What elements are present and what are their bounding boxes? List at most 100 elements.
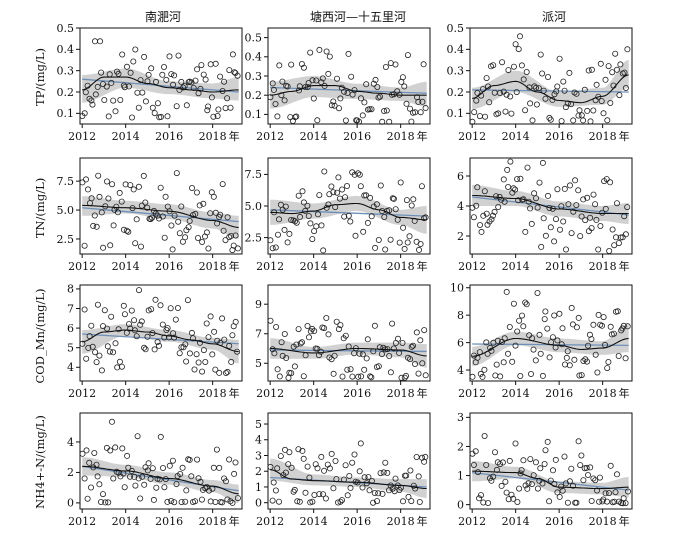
data-point	[533, 195, 540, 202]
data-point	[215, 106, 222, 113]
data-point	[566, 478, 573, 485]
data-point	[330, 485, 337, 492]
data-point	[347, 484, 354, 491]
x-tick-label: 2018	[387, 515, 415, 528]
data-point	[578, 213, 585, 220]
data-point	[470, 214, 477, 221]
data-point	[399, 339, 406, 346]
data-point	[560, 218, 567, 225]
data-point	[542, 232, 549, 239]
data-point	[403, 197, 410, 204]
data-point	[92, 38, 99, 45]
x-tick-label: 2016	[155, 130, 183, 143]
data-point	[515, 46, 522, 53]
data-point	[390, 195, 397, 202]
data-point	[367, 194, 374, 201]
x-tick-label: 2016	[343, 130, 371, 143]
data-point	[94, 301, 101, 308]
trend-line	[472, 470, 629, 490]
data-point	[610, 330, 617, 337]
data-point	[298, 61, 305, 68]
data-point	[98, 498, 105, 505]
data-point	[94, 473, 101, 480]
data-point	[523, 301, 530, 308]
data-point	[110, 475, 117, 482]
data-point	[157, 113, 164, 120]
column-title-nanfei: 南淝河	[145, 9, 181, 24]
data-point	[145, 71, 152, 78]
data-point	[338, 497, 345, 504]
data-point	[224, 214, 231, 221]
data-point	[605, 63, 612, 70]
y-tick-label: 2.5	[57, 233, 75, 246]
data-point	[133, 333, 140, 340]
data-point	[527, 456, 534, 463]
data-point	[622, 231, 629, 238]
panel-2-1: 2.5 5.0 7.5 2012 2014 2016 2018 年	[57, 157, 243, 273]
x-unit-label: 年	[229, 129, 240, 143]
y-tick-label: 7.5	[57, 175, 75, 188]
data-point	[373, 498, 380, 505]
data-point	[396, 239, 403, 246]
x-unit-label: 年	[229, 514, 240, 528]
data-point	[219, 499, 226, 506]
data-point	[366, 106, 373, 113]
data-point	[112, 108, 119, 115]
data-point	[311, 491, 318, 498]
data-point	[410, 482, 417, 489]
data-point	[509, 358, 516, 365]
y-tick-label: 5	[67, 341, 74, 354]
data-point	[116, 358, 123, 365]
data-point	[496, 90, 503, 97]
y-tick-label: 0.3	[57, 64, 75, 77]
y-tick-label: 10	[450, 282, 464, 295]
data-point	[506, 457, 513, 464]
data-point	[274, 366, 281, 373]
data-point	[148, 306, 155, 313]
data-point	[122, 181, 129, 188]
data-point	[118, 363, 125, 370]
x-unit-label: 年	[417, 514, 428, 528]
data-point	[307, 220, 314, 227]
data-point	[401, 374, 408, 381]
data-point	[381, 108, 388, 115]
data-point	[505, 496, 512, 503]
y-tick-label: 0.5	[447, 22, 465, 35]
data-point	[547, 477, 554, 484]
data-point	[135, 104, 142, 111]
data-point	[510, 495, 517, 502]
data-point	[281, 226, 288, 233]
data-point	[328, 450, 335, 457]
data-point	[473, 202, 480, 209]
data-point	[79, 179, 86, 186]
data-point	[351, 451, 358, 458]
data-point	[296, 213, 303, 220]
data-point	[346, 472, 353, 479]
data-point	[497, 373, 504, 380]
data-point	[275, 216, 282, 223]
data-point	[545, 192, 552, 199]
data-point	[134, 89, 141, 96]
data-point	[299, 447, 306, 454]
x-tick-label: 2012	[256, 260, 284, 273]
data-point	[326, 465, 333, 472]
data-point	[580, 477, 587, 484]
data-point	[298, 339, 305, 346]
x-tick-label: 2014	[300, 260, 328, 273]
data-point	[359, 351, 366, 358]
y-tick-label: 5	[255, 418, 262, 431]
data-point	[228, 358, 235, 365]
data-point	[316, 46, 323, 53]
data-point	[114, 364, 121, 371]
panel-frame	[79, 412, 243, 510]
data-point	[496, 461, 503, 468]
data-point	[128, 114, 135, 121]
data-point	[481, 432, 488, 439]
data-point	[415, 370, 422, 377]
data-point	[322, 495, 329, 502]
data-point	[562, 361, 569, 368]
data-point	[316, 491, 323, 498]
data-point	[144, 333, 151, 340]
x-tick-label: 2016	[545, 515, 573, 528]
data-point	[337, 322, 344, 329]
